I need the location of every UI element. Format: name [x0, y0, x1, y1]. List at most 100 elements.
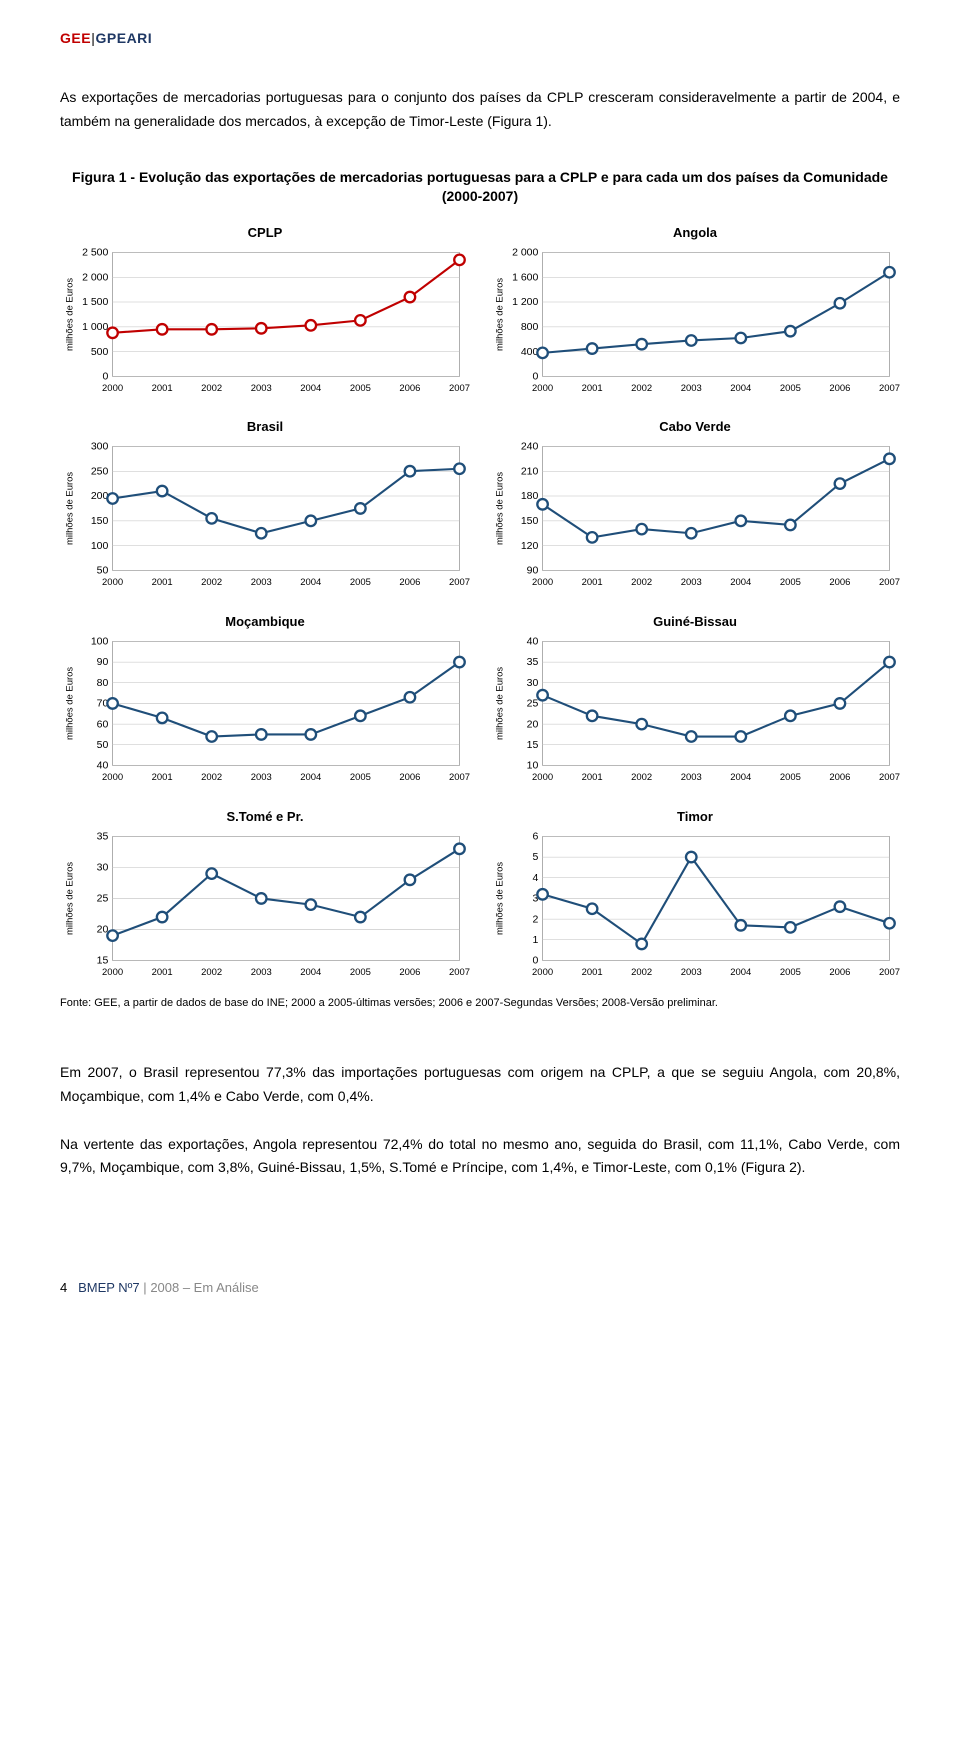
- svg-text:2002: 2002: [201, 578, 222, 589]
- chart-svg-timor: 012345620002001200220032004200520062007m…: [490, 828, 900, 986]
- svg-text:2002: 2002: [631, 578, 652, 589]
- page-footer: 4 BMEP Nº7 | 2008 – Em Análise: [60, 1280, 900, 1295]
- svg-text:2: 2: [533, 913, 539, 925]
- svg-text:2003: 2003: [251, 967, 272, 978]
- svg-text:2005: 2005: [350, 383, 371, 394]
- chart-title-caboverde: Cabo Verde: [490, 419, 900, 434]
- svg-text:2001: 2001: [582, 772, 603, 783]
- svg-text:2002: 2002: [631, 772, 652, 783]
- svg-text:2001: 2001: [152, 772, 173, 783]
- chart-svg-cplp: 05001 0001 5002 0002 5002000200120022003…: [60, 244, 470, 402]
- svg-text:1 000: 1 000: [82, 321, 108, 333]
- svg-text:2007: 2007: [449, 383, 470, 394]
- svg-text:2000: 2000: [102, 967, 123, 978]
- chart-cplp: CPLP 05001 0001 5002 0002 50020002001200…: [60, 225, 470, 402]
- svg-text:milhões de Euros: milhões de Euros: [65, 277, 76, 350]
- svg-text:1 200: 1 200: [512, 296, 538, 308]
- logo-part2: GPEARI: [96, 30, 153, 46]
- paragraph-3: Na vertente das exportações, Angola repr…: [60, 1133, 900, 1181]
- svg-text:2000: 2000: [102, 578, 123, 589]
- svg-text:2007: 2007: [879, 383, 900, 394]
- logo-part1: GEE: [60, 30, 91, 46]
- chart-title-cplp: CPLP: [60, 225, 470, 240]
- svg-text:400: 400: [521, 346, 539, 358]
- svg-text:2007: 2007: [449, 967, 470, 978]
- svg-text:150: 150: [521, 515, 539, 527]
- chart-title-mocambique: Moçambique: [60, 614, 470, 629]
- chart-guinebissau: Guiné-Bissau 101520253035402000200120022…: [490, 614, 900, 791]
- chart-caboverde: Cabo Verde 90120150180210240200020012002…: [490, 419, 900, 596]
- chart-stome: S.Tomé e Pr. 152025303520002001200220032…: [60, 809, 470, 986]
- svg-text:milhões de Euros: milhões de Euros: [495, 667, 506, 740]
- svg-text:500: 500: [91, 346, 109, 358]
- svg-text:35: 35: [527, 656, 539, 668]
- svg-text:2007: 2007: [879, 967, 900, 978]
- svg-text:0: 0: [103, 370, 109, 382]
- svg-text:2002: 2002: [201, 383, 222, 394]
- figure-1: Figura 1 - Evolução das exportações de m…: [60, 158, 900, 1031]
- svg-text:35: 35: [97, 830, 109, 842]
- header-logo: GEE|GPEARI: [60, 30, 900, 46]
- svg-text:2002: 2002: [631, 967, 652, 978]
- svg-text:20: 20: [527, 718, 539, 730]
- svg-text:2002: 2002: [201, 967, 222, 978]
- svg-text:1 600: 1 600: [512, 271, 538, 283]
- svg-text:2003: 2003: [681, 383, 702, 394]
- svg-text:0: 0: [533, 954, 539, 966]
- svg-text:2006: 2006: [829, 383, 850, 394]
- svg-text:2004: 2004: [300, 772, 321, 783]
- svg-text:2005: 2005: [780, 383, 801, 394]
- svg-text:2007: 2007: [449, 578, 470, 589]
- chart-svg-mocambique: 4050607080901002000200120022003200420052…: [60, 633, 470, 791]
- svg-text:50: 50: [97, 565, 109, 577]
- svg-text:90: 90: [97, 656, 109, 668]
- svg-text:2000: 2000: [102, 772, 123, 783]
- svg-text:2003: 2003: [251, 772, 272, 783]
- svg-text:2 000: 2 000: [512, 246, 538, 258]
- svg-text:2000: 2000: [532, 383, 553, 394]
- svg-text:2000: 2000: [532, 772, 553, 783]
- svg-text:2005: 2005: [350, 578, 371, 589]
- svg-text:15: 15: [97, 954, 109, 966]
- svg-text:10: 10: [527, 760, 539, 772]
- chart-svg-brasil: 5010015020025030020002001200220032004200…: [60, 438, 470, 596]
- svg-text:2005: 2005: [350, 772, 371, 783]
- svg-text:2005: 2005: [780, 578, 801, 589]
- svg-text:4: 4: [533, 872, 539, 884]
- svg-text:300: 300: [91, 441, 109, 453]
- svg-text:2005: 2005: [780, 772, 801, 783]
- footer-bmep: BMEP Nº7: [78, 1280, 140, 1295]
- chart-title-angola: Angola: [490, 225, 900, 240]
- chart-title-timor: Timor: [490, 809, 900, 824]
- svg-text:2001: 2001: [582, 383, 603, 394]
- svg-text:80: 80: [97, 677, 109, 689]
- chart-title-stome: S.Tomé e Pr.: [60, 809, 470, 824]
- svg-text:1 500: 1 500: [82, 296, 108, 308]
- svg-text:2006: 2006: [829, 967, 850, 978]
- svg-text:100: 100: [91, 636, 109, 648]
- figure-source: Fonte: GEE, a partir de dados de base do…: [60, 996, 900, 1011]
- svg-text:200: 200: [91, 491, 109, 503]
- chart-svg-angola: 04008001 2001 6002 000200020012002200320…: [490, 244, 900, 402]
- svg-text:2007: 2007: [879, 578, 900, 589]
- svg-text:milhões de Euros: milhões de Euros: [495, 277, 506, 350]
- svg-text:2006: 2006: [399, 383, 420, 394]
- svg-text:40: 40: [527, 636, 539, 648]
- svg-text:800: 800: [521, 321, 539, 333]
- svg-text:90: 90: [527, 565, 539, 577]
- svg-text:30: 30: [97, 861, 109, 873]
- svg-text:15: 15: [527, 739, 539, 751]
- svg-text:2004: 2004: [730, 772, 751, 783]
- svg-text:milhões de Euros: milhões de Euros: [65, 667, 76, 740]
- svg-text:210: 210: [521, 466, 539, 478]
- svg-text:30: 30: [527, 677, 539, 689]
- intro-paragraph: As exportações de mercadorias portuguesa…: [60, 86, 900, 134]
- svg-text:25: 25: [97, 892, 109, 904]
- svg-text:2001: 2001: [582, 967, 603, 978]
- svg-text:2000: 2000: [532, 578, 553, 589]
- svg-text:milhões de Euros: milhões de Euros: [65, 861, 76, 934]
- svg-text:1: 1: [533, 934, 539, 946]
- svg-text:0: 0: [533, 370, 539, 382]
- svg-text:60: 60: [97, 718, 109, 730]
- svg-text:50: 50: [97, 739, 109, 751]
